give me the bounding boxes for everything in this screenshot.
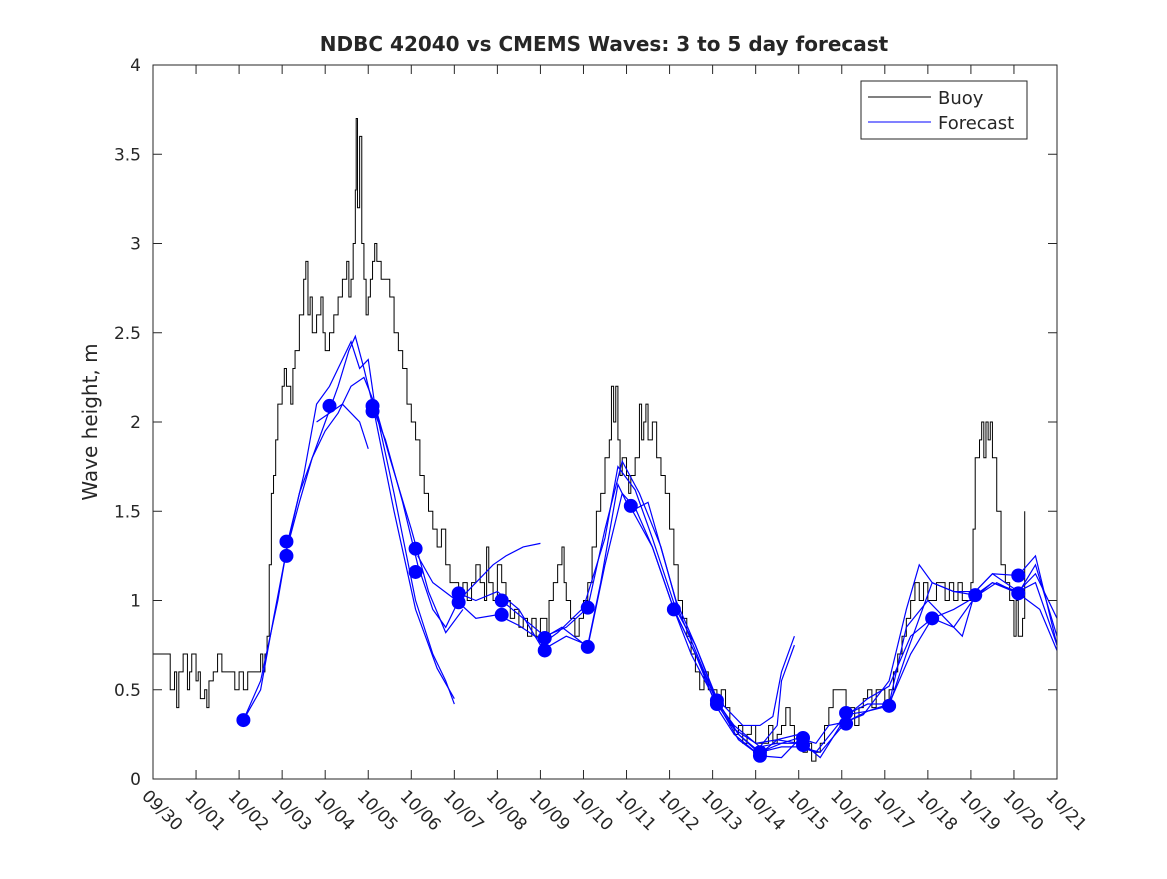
forecast-marker [839,716,854,731]
y-axis-label: Wave height, m [78,343,102,500]
forecast-line [371,407,541,629]
legend-label-forecast: Forecast [938,113,1014,134]
forecast-line [501,459,799,748]
forecast-line [285,340,464,634]
forecast-marker [666,602,681,617]
y-tick-label: 4 [130,56,141,76]
legend-box [860,80,1028,140]
forecast-marker [1011,586,1026,601]
forecast-marker [709,697,724,712]
forecast-line [673,581,1057,759]
marker-layer [236,398,1026,763]
forecast-marker [451,595,466,610]
y-tick-label: 3.5 [114,145,141,165]
forecast-line [242,334,455,721]
forecast-marker [279,534,294,549]
y-tick-label: 0.5 [114,681,141,701]
forecast-marker [796,738,811,753]
forecast-marker [580,600,595,615]
legend: Buoy Forecast [860,80,1028,140]
chart-title: NDBC 42040 vs CMEMS Waves: 3 to 5 day fo… [320,32,889,56]
forecast-line [630,507,795,754]
forecast-marker [408,564,423,579]
forecast-marker [968,588,983,603]
y-axis: 0 0.5 1 1.5 2 2.5 3 3.5 4 [114,56,1057,790]
forecast-marker [365,404,380,419]
forecast-marker [882,698,897,713]
y-tick-label: 1.5 [114,502,141,522]
forecast-line [716,554,1057,753]
forecast-marker [752,748,767,763]
y-tick-label: 3 [130,235,141,255]
forecast-marker [279,548,294,563]
y-tick-label: 2.5 [114,324,141,344]
forecast-marker [322,398,337,413]
forecast-line [417,492,799,744]
forecast-marker [537,630,552,645]
y-tick-label: 2 [130,413,141,433]
forecast-marker [537,643,552,658]
forecast-marker [236,713,251,728]
forecast-line [316,403,369,449]
y-tick-label: 1 [130,592,141,612]
series-layer [153,118,1057,762]
forecast-marker [580,639,595,654]
legend-label-buoy: Buoy [938,88,984,109]
y-tick-label: 0 [130,770,141,790]
forecast-marker [623,498,638,513]
forecast-line [242,376,455,721]
forecast-line [544,482,795,727]
forecast-marker [494,593,509,608]
plot-background [153,65,1057,779]
buoy-line [153,118,1026,762]
forecast-marker [1011,568,1026,583]
forecast-marker [408,541,423,556]
forecast-marker [925,611,940,626]
plot-area [152,64,1058,780]
forecast-marker [494,607,509,622]
